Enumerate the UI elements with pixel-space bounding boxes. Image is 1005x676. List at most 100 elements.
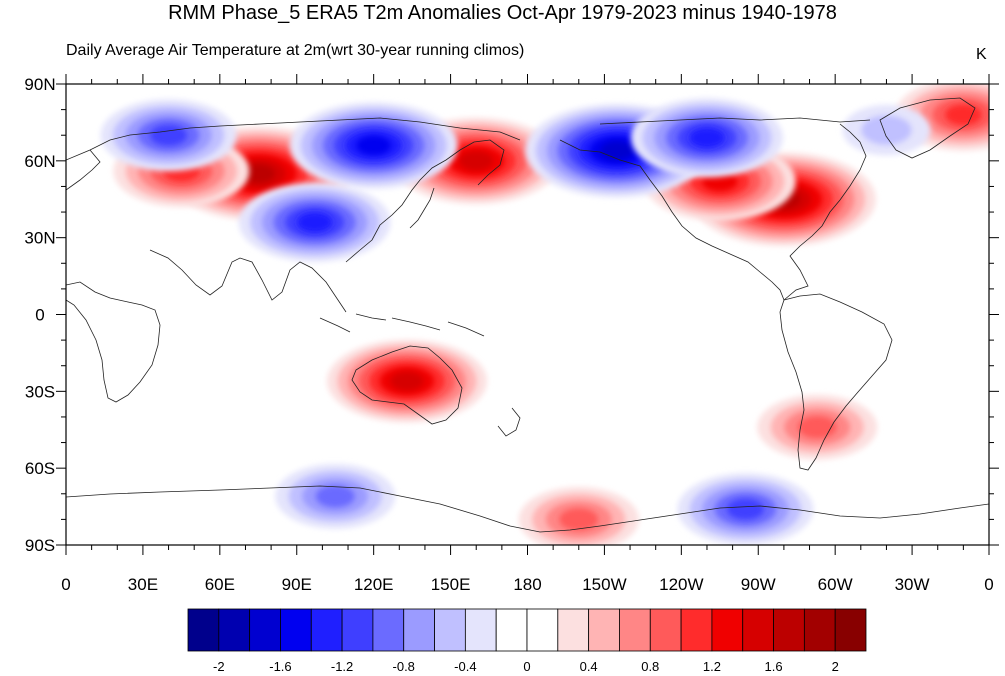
colorbar-label: -0.4 — [454, 659, 476, 674]
coastlines — [66, 97, 989, 533]
anomaly-blob — [518, 486, 639, 545]
colorbar-label: 1.2 — [703, 659, 721, 674]
anomaly-blob — [113, 135, 250, 208]
colorbar-swatch — [464, 608, 497, 652]
colorbar-swatch — [803, 608, 836, 652]
anomaly-blob — [757, 394, 878, 460]
x-tick-label: 150W — [582, 575, 626, 594]
y-tick-label: 30S — [25, 382, 55, 401]
anomaly-contour — [241, 164, 276, 183]
anomaly-contour — [727, 498, 764, 520]
coastline-new-zealand — [497, 407, 521, 437]
anomaly-contour — [944, 104, 982, 126]
x-tick-label: 30E — [128, 575, 158, 594]
figure-title: RMM Phase_5 ERA5 T2m Anomalies Oct-Apr 1… — [168, 2, 837, 24]
y-tick-label: 0 — [35, 306, 44, 325]
colorbar-label: -2 — [213, 659, 225, 674]
colorbar-swatch — [742, 608, 774, 652]
anomaly-contour — [689, 127, 725, 148]
colorbar-label: -1.2 — [331, 659, 353, 674]
anomaly-contour — [459, 151, 494, 171]
anomaly-contour — [297, 212, 333, 233]
colorbar-swatch — [372, 608, 405, 652]
anomaly-blob — [630, 98, 783, 178]
colorbar-label: 0.8 — [641, 659, 659, 674]
anomaly-blob — [677, 473, 814, 545]
anomaly-blob — [275, 463, 396, 529]
anomaly-blob — [326, 339, 487, 423]
colorbar-label: 2 — [832, 659, 839, 674]
anomaly-contour — [559, 508, 599, 531]
coastline-arabia-india — [149, 249, 347, 313]
x-tick-label: 180 — [513, 575, 541, 594]
colorbar-labels: -2 -1.6 -1.2 -0.8 -0.4 0 0.4 0.8 1.2 1.6 2 — [213, 659, 839, 674]
anomaly-blob — [842, 104, 931, 156]
colorbar — [187, 608, 867, 652]
anomaly-blob — [289, 102, 458, 189]
coastline-australia — [351, 345, 463, 425]
x-tick-label: 120W — [659, 575, 703, 594]
x-axis-labels: 0 30E 60E 90E 120E 150E 180 150W 120W 90W 60W 30W 0 — [61, 575, 993, 594]
colorbar-swatch — [434, 608, 466, 652]
x-tick-label: 30W — [895, 575, 930, 594]
y-tick-label: 30N — [24, 229, 55, 248]
anomaly-contour — [390, 371, 424, 391]
anomaly-contour — [797, 416, 837, 439]
anomaly-contour — [356, 135, 391, 156]
y-axis-labels: 90N 60N 30N 0 30S 60S 90S — [24, 75, 55, 555]
units-label: K — [976, 46, 987, 63]
colorbar-swatch — [403, 608, 435, 652]
colorbar-swatch — [680, 608, 713, 652]
axis-ticks — [56, 74, 999, 555]
coastline-east-asia — [345, 139, 505, 263]
x-tick-label: 90W — [741, 575, 776, 594]
figure-subtitle: Daily Average Air Temperature at 2m(wrt … — [66, 42, 525, 59]
colorbar-swatch — [310, 608, 343, 652]
colorbar-swatch — [557, 608, 590, 652]
colorbar-swatch — [834, 608, 867, 652]
colorbar-swatch — [588, 608, 620, 652]
x-tick-label: 150E — [431, 575, 471, 594]
x-tick-label: 60W — [818, 575, 853, 594]
x-tick-label: 0 — [984, 575, 993, 594]
y-tick-label: 60N — [24, 152, 55, 171]
coastline-europe — [66, 149, 101, 191]
x-tick-label: 90E — [282, 575, 312, 594]
anomaly-contour — [150, 124, 187, 146]
coastline-indonesia — [319, 313, 485, 337]
colorbar-swatch — [249, 608, 281, 652]
colorbar-swatch — [280, 608, 312, 652]
coastline-greenland — [879, 97, 976, 159]
anomaly-blob — [100, 99, 237, 172]
y-tick-label: 60S — [25, 459, 55, 478]
colorbar-swatch — [341, 608, 374, 652]
colorbar-swatch — [619, 608, 651, 652]
coastline-antarctica — [66, 485, 989, 533]
colorbar-label: 0 — [523, 659, 530, 674]
x-tick-label: 120E — [354, 575, 394, 594]
coastline-north-america — [559, 123, 867, 301]
colorbar-label: 1.6 — [765, 659, 783, 674]
colorbar-swatch — [187, 608, 220, 652]
coastline-south-america — [779, 293, 893, 471]
anomaly-field — [100, 84, 989, 545]
colorbar-label: 0.4 — [580, 659, 598, 674]
anomaly-contour — [315, 485, 355, 508]
colorbar-swatch — [773, 608, 805, 652]
anomaly-contour — [861, 115, 912, 145]
colorbar-swatch — [649, 608, 682, 652]
colorbar-label: -0.8 — [393, 659, 415, 674]
x-tick-label: 60E — [205, 575, 235, 594]
colorbar-swatch — [218, 608, 251, 652]
y-tick-label: 90S — [25, 536, 55, 555]
coastline-canada-north — [599, 117, 871, 125]
x-tick-label: 0 — [61, 575, 70, 594]
colorbar-swatch — [711, 608, 744, 652]
anomaly-contour — [600, 141, 634, 160]
colorbar-label: -1.6 — [269, 659, 291, 674]
coastline-arctic-eurasia — [66, 117, 521, 161]
coastline-japan — [409, 187, 435, 229]
colorbar-swatch — [526, 608, 559, 652]
anomaly-blob — [238, 182, 391, 262]
